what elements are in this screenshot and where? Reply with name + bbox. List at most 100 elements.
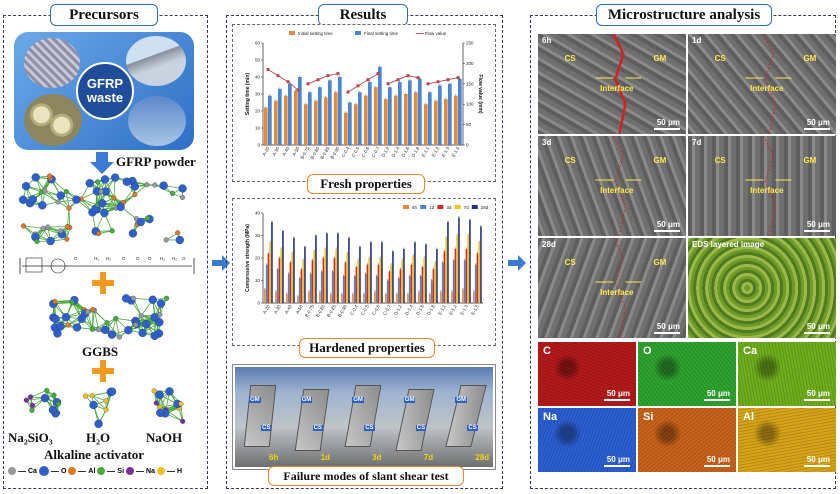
atom (155, 318, 164, 327)
eds-map-al: Al 50 μm (738, 408, 836, 472)
cs-tag: CS (312, 425, 323, 431)
atom (159, 181, 168, 190)
bar (328, 80, 332, 145)
atom (31, 173, 40, 182)
na2sio3-label: Na₂SiO₃ (8, 430, 53, 445)
bar (440, 291, 442, 303)
atom (98, 189, 104, 195)
bar (374, 291, 376, 303)
eds-element-label: C (543, 345, 551, 357)
bar (278, 258, 281, 303)
bar (264, 107, 268, 145)
legend-swatch (454, 205, 461, 209)
bar (418, 291, 420, 303)
bar (414, 92, 418, 145)
legend-line (107, 470, 116, 472)
bar (434, 100, 438, 145)
interface-arrow-icon (745, 77, 792, 79)
atom (29, 407, 35, 413)
gm-label: GM (653, 54, 667, 63)
bar (268, 95, 272, 145)
scale-bar (654, 128, 680, 130)
atom (55, 401, 61, 407)
flow-point (376, 72, 380, 76)
failure-modes-label: Failure modes of slant shear test (268, 466, 464, 486)
x-tick-label: B-0.75 (304, 304, 315, 318)
cs-tag: CS (364, 425, 375, 431)
y-tick-label: 0 (257, 143, 260, 148)
atom (83, 393, 89, 399)
bar (463, 260, 466, 303)
atom (116, 202, 125, 212)
x-tick-label: E-1.2 (448, 304, 458, 316)
bar (302, 260, 304, 303)
atom (46, 236, 55, 246)
atom (138, 328, 147, 338)
atom (132, 191, 138, 198)
bar (394, 95, 398, 145)
x-tick-label: C-0.5 (360, 304, 370, 316)
plus-icon (92, 272, 114, 294)
polymer-atom-label: H₂ (160, 256, 165, 261)
cs-tag: CS (261, 425, 272, 431)
bar (291, 253, 293, 303)
bar (308, 92, 312, 145)
flow-line (347, 73, 379, 93)
scale-label: 50 μm (606, 455, 630, 464)
sem-image: 28d CS GM Interface 50 μm (538, 238, 686, 338)
sem-age-label: 28d (542, 240, 556, 249)
bar (408, 276, 411, 303)
bar (478, 242, 480, 303)
atom (104, 320, 110, 326)
atom (28, 195, 37, 204)
bar (418, 78, 422, 145)
y2-tick-label: 250 (466, 41, 474, 46)
scale-label: 50 μm (806, 118, 830, 127)
legend-atom-icon (126, 467, 135, 475)
flow-point (316, 78, 320, 82)
bar (333, 258, 336, 303)
legend-line (166, 470, 175, 472)
interface-label: Interface (600, 288, 634, 297)
y-tick-label: 60 (255, 41, 261, 46)
x-tick-label: D-1.2 (393, 304, 403, 316)
atom (175, 230, 181, 236)
bar (388, 87, 392, 145)
x-tick-label: C-0.5 (351, 146, 361, 158)
scale-bar (704, 465, 730, 467)
cs-tag: CS (467, 425, 478, 431)
bar (363, 294, 365, 303)
failure-photo-strip: GM CS 6h GM CS 1d GM CS 3d GM CS 7d GM CS 28d (235, 367, 493, 467)
atom (42, 188, 48, 194)
atom (133, 322, 139, 328)
bar (368, 258, 370, 303)
bar (424, 104, 428, 145)
bar (469, 219, 471, 303)
bar (346, 253, 348, 303)
x-tick-label: A-50 (291, 146, 300, 157)
bar (348, 102, 352, 145)
x-tick-label: D-1.8 (426, 304, 436, 316)
y-tick-label: 20 (255, 109, 261, 114)
atom (155, 390, 164, 400)
flow-line (267, 69, 299, 91)
bar (289, 262, 292, 303)
atom (164, 295, 170, 301)
x-tick-label: B-0.85 (319, 146, 330, 160)
interface-label: Interface (750, 186, 784, 195)
atom (56, 321, 65, 331)
legend-label: 1d (429, 205, 435, 210)
bar (465, 249, 468, 303)
atom (170, 190, 176, 197)
x-tick-label: C-0.7 (382, 304, 392, 316)
flow-point (306, 82, 310, 86)
legend-atom-label: Si (117, 467, 125, 475)
bar (320, 271, 323, 303)
atom (165, 387, 174, 396)
bar (298, 278, 301, 303)
bond (92, 322, 108, 330)
atom (85, 179, 94, 188)
bar (458, 78, 462, 145)
atom (89, 400, 98, 410)
flow-point (266, 68, 270, 72)
